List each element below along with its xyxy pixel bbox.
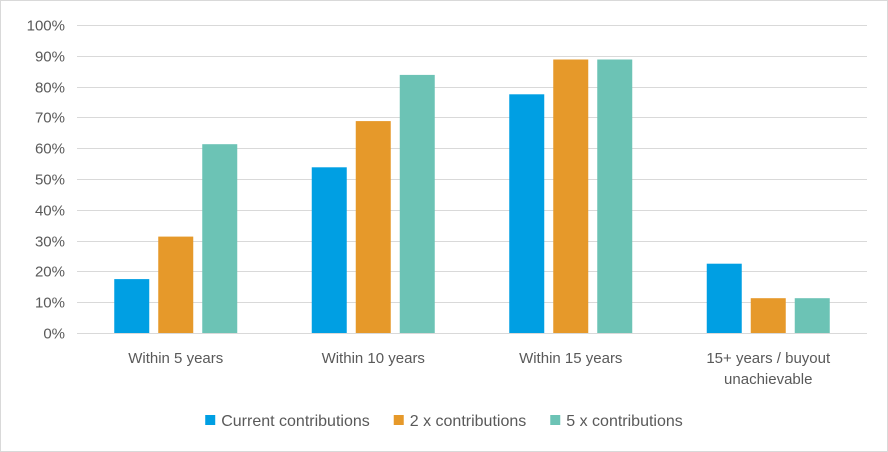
bar [509,94,545,333]
y-tick-label: 70% [35,110,65,127]
legend-item: Current contributions [205,413,370,430]
legend: Current contributions 2 x contributions 5 … [205,413,683,430]
x-tick-label: Within 15 years [519,350,622,367]
bar [706,263,742,333]
bar [794,298,830,333]
x-tick-label: 15+ years / buyout [706,350,831,367]
bar [399,74,435,334]
legend-item: 5 x contributions [550,413,683,430]
x-axis-labels: Within 5 years Within 10 years Within 15 y… [128,350,831,388]
bar [355,121,391,333]
bar [553,59,589,333]
legend-label: 2 x contributions [410,413,527,430]
x-tick-label: Within 5 years [128,350,223,367]
y-tick-label: 50% [35,172,65,189]
bar [114,279,150,333]
y-axis-ticks: 0% 10% 20% 30% 40% 50% 60% 70% 80% 90% 100% [27,18,65,343]
legend-swatch [393,415,404,425]
y-tick-label: 40% [35,203,65,220]
x-tick-label: Within 10 years [322,350,425,367]
bar [597,59,633,333]
legend-item: 2 x contributions [393,413,527,430]
legend-swatch [550,415,561,425]
bars [114,59,830,334]
legend-label: 5 x contributions [566,413,683,430]
bar [750,298,786,333]
x-tick-label: unachievable [724,371,812,388]
y-tick-label: 10% [35,295,65,312]
y-tick-label: 20% [35,264,65,281]
legend-label: Current contributions [221,413,370,430]
bar [202,144,238,333]
y-tick-label: 0% [43,326,65,343]
y-tick-label: 100% [27,18,65,35]
y-tick-label: 60% [35,141,65,158]
y-tick-label: 30% [35,234,65,251]
legend-swatch [205,415,216,425]
bar [158,236,194,333]
bar [311,167,347,333]
gridlines [77,25,867,303]
y-tick-label: 90% [35,49,65,66]
y-tick-label: 80% [35,80,65,97]
